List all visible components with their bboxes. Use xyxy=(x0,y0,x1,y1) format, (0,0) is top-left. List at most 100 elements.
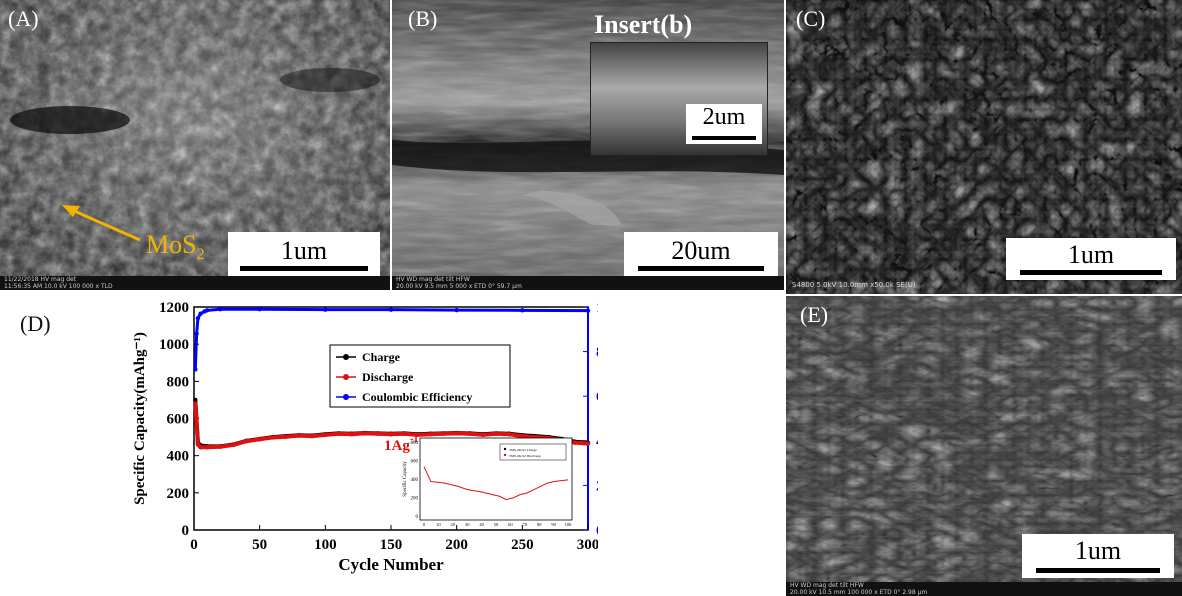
inset-legend-label: TMS-MoS2 Charge xyxy=(509,448,537,452)
y-tick-label: 200 xyxy=(167,486,190,502)
data-point xyxy=(231,442,236,448)
panel-a-info-line2: 11:56:35 AM 10.0 kV 100 000 x TLD xyxy=(4,283,113,290)
panel-c-scale-text: 1um xyxy=(1067,240,1115,269)
x-tick-label: 50 xyxy=(252,537,267,553)
data-point xyxy=(257,307,262,312)
y-axis-label: Specific Capacity(mAhg⁻¹) xyxy=(132,332,148,505)
panel-c-label: (C) xyxy=(796,6,826,31)
panel-d: (D) 0 50 100 150 200 250 300 0 200 400 600 800 1000 12… xyxy=(0,293,598,596)
inset-x-tick-label: 20 xyxy=(451,522,456,527)
panel-a-label: (A) xyxy=(8,6,39,31)
y2-tick-label: 0 xyxy=(596,523,598,539)
inset-y-tick-label: 400 xyxy=(411,478,419,483)
y-tick-label: 800 xyxy=(167,374,190,390)
panel-a-scale-bar xyxy=(240,266,368,271)
data-point xyxy=(193,397,198,403)
panel-e-scale-bar xyxy=(1036,568,1160,573)
x-tick-label: 200 xyxy=(445,537,468,553)
inset-x-tick-label: 70 xyxy=(523,522,528,527)
panel-e-info-bar: HV WD mag det tilt HFW 20.00 kV 10.5 mm … xyxy=(786,582,1182,596)
panel-a-sem-image xyxy=(0,0,390,290)
data-point xyxy=(270,435,275,440)
inset-x-tick-label: 100 xyxy=(565,522,573,527)
panel-e: (E) 1um HV WD mag det tilt HFW 20.00 kV … xyxy=(786,296,1182,596)
data-point xyxy=(572,440,578,445)
y2-tick-label: 60 xyxy=(596,389,598,405)
panel-a: (A) MoS2 1um 11/22/2018 HV mag det 11:56… xyxy=(0,0,390,290)
inset-series xyxy=(423,466,569,501)
inset-y-label: Specific Capacity xyxy=(403,461,408,497)
panel-e-info-line1: HV WD mag det tilt HFW xyxy=(790,582,864,589)
data-point xyxy=(218,444,223,449)
mos2-annotation-sub: 2 xyxy=(196,246,205,264)
legend-marker xyxy=(343,354,349,360)
data-point xyxy=(388,432,394,437)
inset-x-tick-label: 30 xyxy=(465,522,470,527)
data-point xyxy=(244,438,249,444)
data-point xyxy=(204,308,210,313)
panel-b-scale-box: 20um xyxy=(624,232,778,276)
panel-c-info: S4800 5.0kV 10.0mm x50.0k SE(U) xyxy=(792,281,916,289)
legend-box xyxy=(329,344,511,408)
data-point xyxy=(193,367,198,372)
inset-x-tick-label: 10 xyxy=(436,522,441,527)
data-point xyxy=(257,437,262,442)
x-tick-label: 300 xyxy=(577,537,598,553)
mos2-arrow xyxy=(62,205,141,242)
panel-b: (B) Insert(b) 2um 20um HV WD mag det til… xyxy=(392,0,784,290)
inset-x-tick-label: 60 xyxy=(508,522,513,527)
data-point xyxy=(218,307,223,312)
inset-y-tick-label: 200 xyxy=(411,497,419,502)
data-point xyxy=(362,431,367,436)
inset-x-tick-label: 80 xyxy=(537,522,542,527)
data-point xyxy=(585,308,591,313)
data-point xyxy=(415,432,420,438)
panel-b-scale-text: 20um xyxy=(671,236,731,265)
panel-d-label: (D) xyxy=(20,311,51,336)
panel-b-label: (B) xyxy=(408,6,438,31)
data-point xyxy=(507,432,512,437)
data-point xyxy=(441,431,446,436)
panel-a-info-line1: 11/22/2018 HV mag det xyxy=(4,276,77,283)
y2-tick-label: 80 xyxy=(596,345,598,361)
insert-b-scale-text: 2um xyxy=(702,104,746,130)
data-point xyxy=(428,432,433,437)
y2-tick-label: 100 xyxy=(596,300,598,316)
data-point xyxy=(204,445,210,450)
data-point xyxy=(493,431,499,436)
x-tick-label: 0 xyxy=(190,537,198,553)
panel-b-info-bar: HV WD mag det tilt HFW 20.00 kV 9.5 mm 5… xyxy=(392,276,784,290)
panel-b-info-line2: 20.00 kV 9.5 mm 5 000 x ETD 0° 59.7 µm xyxy=(396,283,522,290)
panel-b-scale-bar xyxy=(638,266,764,271)
y-tick-label: 1200 xyxy=(159,300,189,316)
panel-b-info-line1: HV WD mag det tilt HFW xyxy=(396,276,470,283)
mos2-annotation-text: MoS xyxy=(146,230,197,259)
y2-tick-label: 40 xyxy=(596,434,598,450)
y-tick-label: 400 xyxy=(167,449,190,465)
legend-marker xyxy=(343,394,349,400)
panel-a-info-bar: 11/22/2018 HV mag det 11:56:35 AM 10.0 k… xyxy=(0,276,390,290)
inset-y-tick-label: 0 xyxy=(416,515,419,520)
panel-d-chart: (D)0 50 100 150 200 250 3000200400600800100012… xyxy=(20,300,598,574)
panel-a-scale-text: 1um xyxy=(280,236,328,265)
y-tick-label: 1000 xyxy=(159,337,189,353)
x-tick-label: 100 xyxy=(314,537,337,553)
panel-e-scale-box: 1um xyxy=(1022,534,1174,578)
panel-c-scale-bar xyxy=(1020,270,1162,275)
data-point xyxy=(375,431,381,436)
legend-label-2: Coulombic Efficiency xyxy=(362,390,472,404)
data-point xyxy=(388,307,394,312)
data-point xyxy=(195,442,201,447)
data-point xyxy=(194,331,199,336)
panel-e-label: (E) xyxy=(800,302,829,327)
mos2-annotation: MoS2 xyxy=(146,230,205,264)
y-tick-label: 600 xyxy=(167,412,190,428)
data-point xyxy=(283,434,289,439)
inset-legend-marker xyxy=(503,453,507,457)
panel-e-scale-text: 1um xyxy=(1074,536,1122,565)
y2-tick-label: 20 xyxy=(596,478,598,494)
data-point xyxy=(585,441,591,446)
insert-b-scale-bar xyxy=(692,136,756,140)
panel-a-scale-box: 1um xyxy=(228,232,380,276)
data-point xyxy=(323,307,328,312)
